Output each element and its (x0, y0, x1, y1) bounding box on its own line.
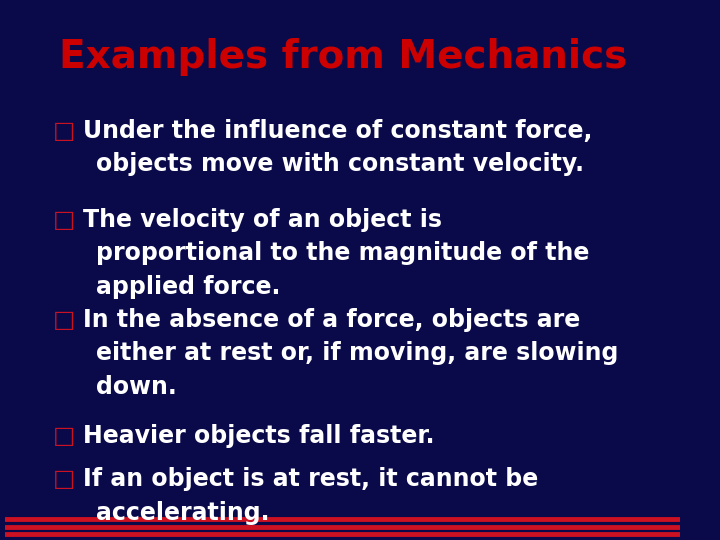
Text: The velocity of an object is: The velocity of an object is (83, 208, 442, 232)
Text: Under the influence of constant force,: Under the influence of constant force, (83, 119, 592, 143)
Text: down.: down. (96, 375, 177, 399)
Text: accelerating.: accelerating. (96, 501, 270, 524)
Text: applied force.: applied force. (96, 275, 281, 299)
Text: Heavier objects fall faster.: Heavier objects fall faster. (83, 424, 434, 448)
Text: □: □ (53, 119, 75, 143)
Text: □: □ (53, 424, 75, 448)
Text: □: □ (53, 208, 75, 232)
Text: In the absence of a force, objects are: In the absence of a force, objects are (83, 308, 580, 332)
Text: either at rest or, if moving, are slowing: either at rest or, if moving, are slowin… (96, 341, 618, 365)
Text: If an object is at rest, it cannot be: If an object is at rest, it cannot be (83, 467, 538, 491)
Text: □: □ (53, 467, 75, 491)
Text: □: □ (53, 308, 75, 332)
Text: proportional to the magnitude of the: proportional to the magnitude of the (96, 241, 590, 265)
Text: objects move with constant velocity.: objects move with constant velocity. (96, 152, 584, 176)
Text: Examples from Mechanics: Examples from Mechanics (58, 38, 627, 76)
